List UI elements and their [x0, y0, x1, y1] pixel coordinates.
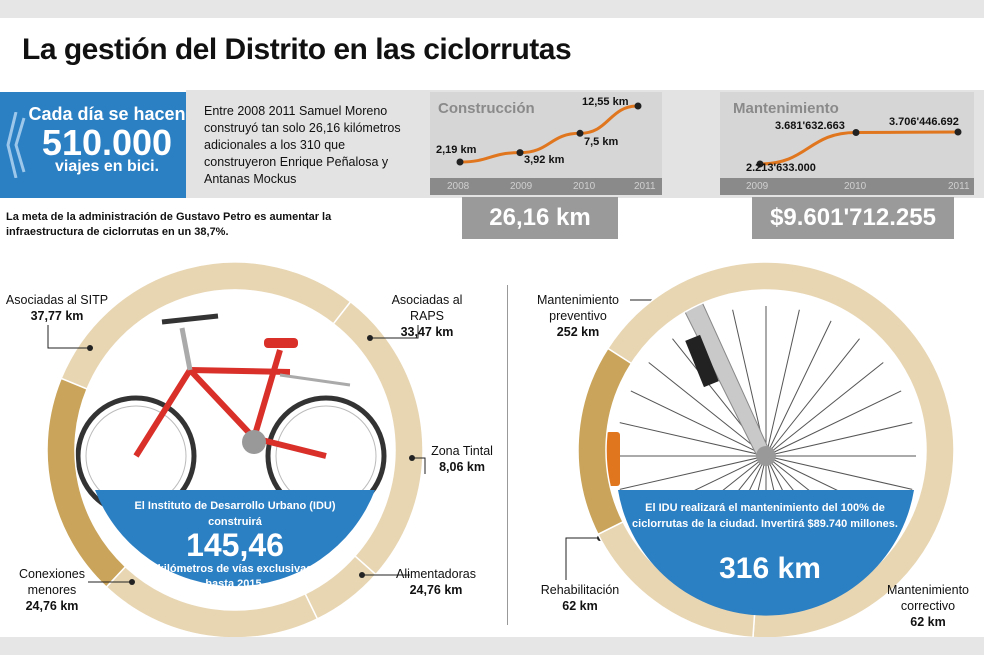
data-label: 12,55 km: [582, 96, 629, 108]
center-number: 145,46: [186, 527, 284, 563]
maintenance-ring-chart: [577, 262, 955, 639]
year-tick: 2011: [634, 181, 656, 192]
slice-value: 33,47 km: [400, 325, 454, 339]
construction-year-axis: 2008 2009 2010 2011: [430, 178, 662, 195]
bike-wheel-icon: [6, 112, 26, 178]
ring-slice: [577, 347, 633, 536]
data-label: 7,5 km: [584, 136, 619, 148]
construction-ring-chart: [46, 261, 424, 639]
slice-name: Zona Tintal: [431, 444, 493, 458]
goal-text: La meta de la administración de Gustavo …: [6, 211, 332, 238]
daily-trips-box: Cada día se hacen 510.000 viajes en bici…: [0, 92, 186, 198]
slice-value: 37,77 km: [30, 309, 84, 323]
slice-label: Zona Tintal 8,06 km: [424, 443, 500, 475]
construction-title: Construcción: [438, 100, 535, 117]
construction-panel: [430, 92, 662, 178]
maintenance-title: Mantenimiento: [733, 100, 839, 117]
year-tick: 2010: [573, 181, 596, 192]
year-tick: 2011: [948, 181, 970, 192]
center-blue-panel: [618, 490, 914, 616]
slice-value: 24,76 km: [25, 599, 79, 613]
data-point: [634, 102, 642, 110]
slice-name: Conexiones menores: [18, 567, 85, 597]
slice-value: 62 km: [562, 599, 598, 613]
slice-label: Asociadas al SITP 37,77 km: [4, 292, 110, 324]
series-line: [459, 104, 639, 164]
bottom-band: [0, 637, 984, 655]
year-tick: 2008: [447, 181, 470, 192]
center-outro: kilómetros de vías exclusivas hasta 2015…: [157, 563, 313, 590]
data-label: 2,19 km: [436, 144, 477, 156]
construction-line-chart: [456, 102, 642, 166]
slice-name: Asociadas al SITP: [5, 293, 109, 307]
daily-number: 510.000: [41, 122, 173, 163]
year-tick: 2010: [844, 181, 867, 192]
data-point: [456, 158, 464, 166]
data-point: [576, 129, 584, 137]
data-point: [852, 129, 860, 137]
daily-line3: viajes en bici.: [54, 158, 160, 175]
ring-slices: [46, 261, 424, 639]
slice-label: Alimentadoras 24,76 km: [386, 566, 486, 598]
data-label: 2.213'633.000: [746, 162, 816, 174]
data-label: 3.706'446.692: [889, 116, 959, 128]
slice-value: 62 km: [910, 615, 946, 629]
slice-label: Conexiones menores 24,76 km: [10, 566, 94, 614]
center-intro: El Instituto de Desarrollo Urbano (IDU) …: [134, 500, 336, 528]
maintenance-total: $9.601'712.255: [752, 197, 954, 239]
bicycle-illustration: [75, 313, 387, 517]
maintenance-year-axis: 2009 2010 2011: [720, 178, 974, 195]
slice-label: Rehabilitación 62 km: [528, 582, 632, 614]
divider: [507, 285, 508, 625]
year-tick: 2009: [510, 181, 533, 192]
data-label: 3,92 km: [524, 154, 565, 166]
slice-value: 252 km: [556, 325, 600, 339]
data-point: [954, 128, 962, 136]
data-label: 3.681'632.663: [775, 120, 845, 132]
daily-line1: Cada día se hacen: [28, 104, 186, 124]
maintenance-line-chart: [756, 128, 962, 168]
slice-name: Mantenimiento correctivo: [887, 583, 969, 613]
slice-value: 8,06 km: [439, 460, 485, 474]
year-tick: 2009: [746, 181, 769, 192]
slice-name: Mantenimiento preventivo: [537, 293, 619, 323]
intro-text: Entre 2008 2011 Samuel Moreno construyó …: [204, 104, 401, 186]
slice-label: Asociadas al RAPS 33,47 km: [378, 292, 476, 340]
slice-name: Alimentadoras: [396, 567, 476, 581]
center-number: 316 km: [719, 552, 821, 585]
construction-total: 26,16 km: [462, 197, 618, 239]
slice-label: Mantenimiento preventivo 252 km: [528, 292, 628, 340]
data-point: [516, 149, 524, 157]
ring-slice: [46, 377, 127, 589]
slice-label: Mantenimiento correctivo 62 km: [880, 582, 976, 630]
center-text: El IDU realizará el mantenimiento del 10…: [632, 502, 898, 530]
slice-value: 24,76 km: [409, 583, 463, 597]
center-blue-panel: [95, 490, 375, 587]
slice-name: Rehabilitación: [540, 583, 620, 597]
top-band: [0, 0, 984, 18]
slice-name: Asociadas al RAPS: [391, 293, 463, 323]
data-point: [756, 160, 764, 168]
page-title: La gestión del Distrito en las ciclorrut…: [22, 33, 572, 66]
